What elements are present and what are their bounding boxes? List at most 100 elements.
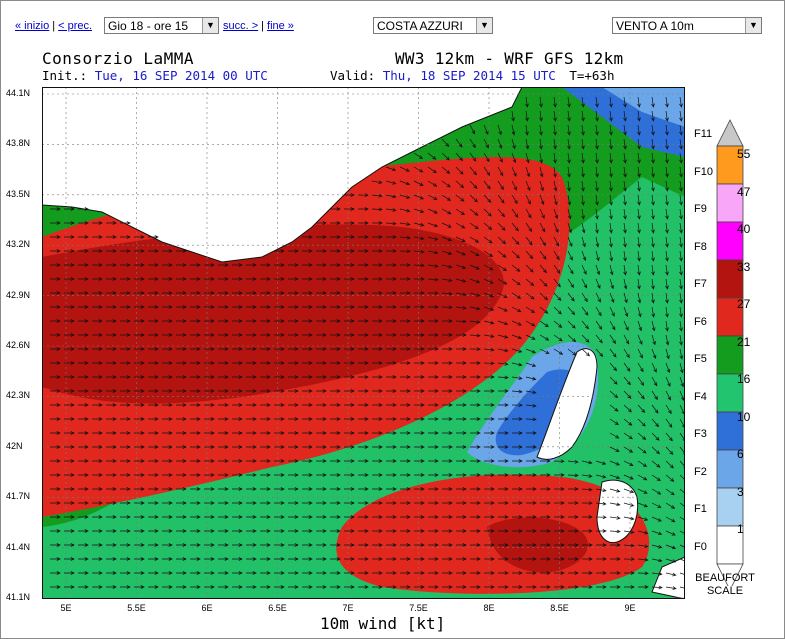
wind-arrow (78, 305, 89, 309)
next-link[interactable]: succ. > (223, 20, 259, 32)
scale-title-line2: SCALE (706, 585, 744, 597)
wind-arrow (442, 445, 453, 449)
wind-arrow (469, 347, 481, 351)
wind-arrow (288, 333, 299, 337)
wind-arrow (526, 431, 537, 435)
wind-arrow (134, 277, 145, 281)
wind-arrow (651, 572, 663, 576)
wind-arrow (92, 249, 103, 253)
wind-arrow (190, 445, 201, 449)
wind-arrow (624, 571, 635, 575)
wind-arrow (288, 501, 299, 505)
init-line: Init.: Tue, 16 SEP 2014 00 UTC (42, 68, 268, 83)
wind-arrow (469, 292, 481, 297)
wind-arrow (470, 557, 481, 561)
wind-arrow (526, 529, 537, 533)
wind-arrow (274, 445, 285, 449)
wind-arrow (539, 194, 545, 206)
wind-arrow (470, 571, 481, 575)
wind-arrow (162, 529, 173, 533)
wind-arrow (344, 389, 355, 393)
wind-arrow (497, 292, 508, 298)
wind-arrow (372, 473, 383, 477)
wind-arrow (428, 557, 439, 561)
wind-arrow (330, 291, 341, 295)
wind-arrow (497, 250, 507, 258)
wind-arrow (428, 473, 439, 477)
wind-arrow (106, 543, 117, 547)
wind-arrow (358, 277, 369, 281)
last-link[interactable]: fine » (267, 20, 294, 32)
wind-arrow (204, 333, 215, 337)
wind-arrow (623, 460, 634, 466)
wind-arrow (92, 501, 103, 505)
wind-arrow (637, 502, 649, 508)
wind-arrow (540, 585, 551, 589)
date-select[interactable]: Gio 18 - ore 15 ▼ (104, 17, 219, 34)
wind-arrow (357, 193, 369, 198)
wind-arrow (385, 221, 397, 226)
wind-arrow (400, 585, 411, 589)
wind-arrow (665, 502, 676, 509)
wind-arrow (204, 347, 215, 351)
wind-arrow (148, 249, 159, 253)
wind-arrow (190, 361, 201, 365)
wind-arrow (609, 348, 617, 358)
knot-label: 55 (737, 147, 751, 161)
wind-arrow (344, 543, 355, 547)
wind-arrow (581, 348, 590, 357)
wind-arrow (609, 320, 616, 331)
parameter-select[interactable]: VENTO A 10m ▼ (612, 17, 762, 34)
first-link[interactable]: « inizio (15, 20, 50, 32)
wind-arrow (553, 110, 557, 122)
wind-arrow (623, 348, 630, 359)
wind-arrow (106, 557, 117, 561)
wind-arrow (455, 222, 466, 229)
wind-arrow (260, 501, 271, 505)
wind-arrow (302, 249, 313, 253)
latitude-label: 43.5N (6, 188, 31, 199)
wind-arrow (679, 152, 683, 164)
wind-arrow (148, 291, 159, 295)
wind-arrow (665, 96, 669, 108)
wind-arrow (274, 263, 285, 267)
wind-arrow (540, 557, 551, 561)
wind-arrow (134, 473, 145, 477)
wind-arrow (162, 431, 173, 435)
wind-arrow (64, 501, 75, 505)
wind-arrow (302, 431, 313, 435)
wind-arrow (260, 557, 271, 561)
wind-arrow (567, 348, 577, 356)
wind-arrow (469, 152, 477, 162)
area-select[interactable]: COSTA AZZURI ▼ (373, 17, 493, 34)
wind-arrow (176, 347, 187, 351)
prev-link[interactable]: < prec. (58, 20, 93, 32)
wind-arrow (525, 236, 533, 246)
wind-arrow (400, 375, 411, 379)
wind-arrow (246, 389, 257, 393)
wind-arrow (120, 235, 131, 239)
wind-arrow (679, 194, 683, 206)
wind-arrow (553, 278, 561, 288)
wind-arrow (470, 375, 481, 379)
wind-arrow (148, 543, 159, 547)
wind-arrow (260, 459, 271, 463)
wind-arrow (497, 278, 508, 285)
wind-arrow (665, 390, 671, 401)
wind-arrow (651, 278, 655, 290)
wind-arrow (442, 403, 453, 407)
wind-arrow (50, 333, 61, 337)
wind-arrow (260, 487, 271, 491)
wind-arrow (651, 208, 655, 220)
wind-arrow (386, 319, 397, 323)
wind-arrow (554, 529, 565, 533)
wind-arrow (316, 221, 327, 225)
wind-arrow (469, 264, 480, 270)
wind-arrow (78, 529, 89, 533)
wind-arrow (400, 347, 411, 351)
wind-arrow (344, 207, 355, 211)
wind-arrow (330, 501, 341, 505)
wind-arrow (134, 389, 145, 393)
wind-arrow (372, 487, 383, 491)
wind-arrow (232, 389, 243, 393)
